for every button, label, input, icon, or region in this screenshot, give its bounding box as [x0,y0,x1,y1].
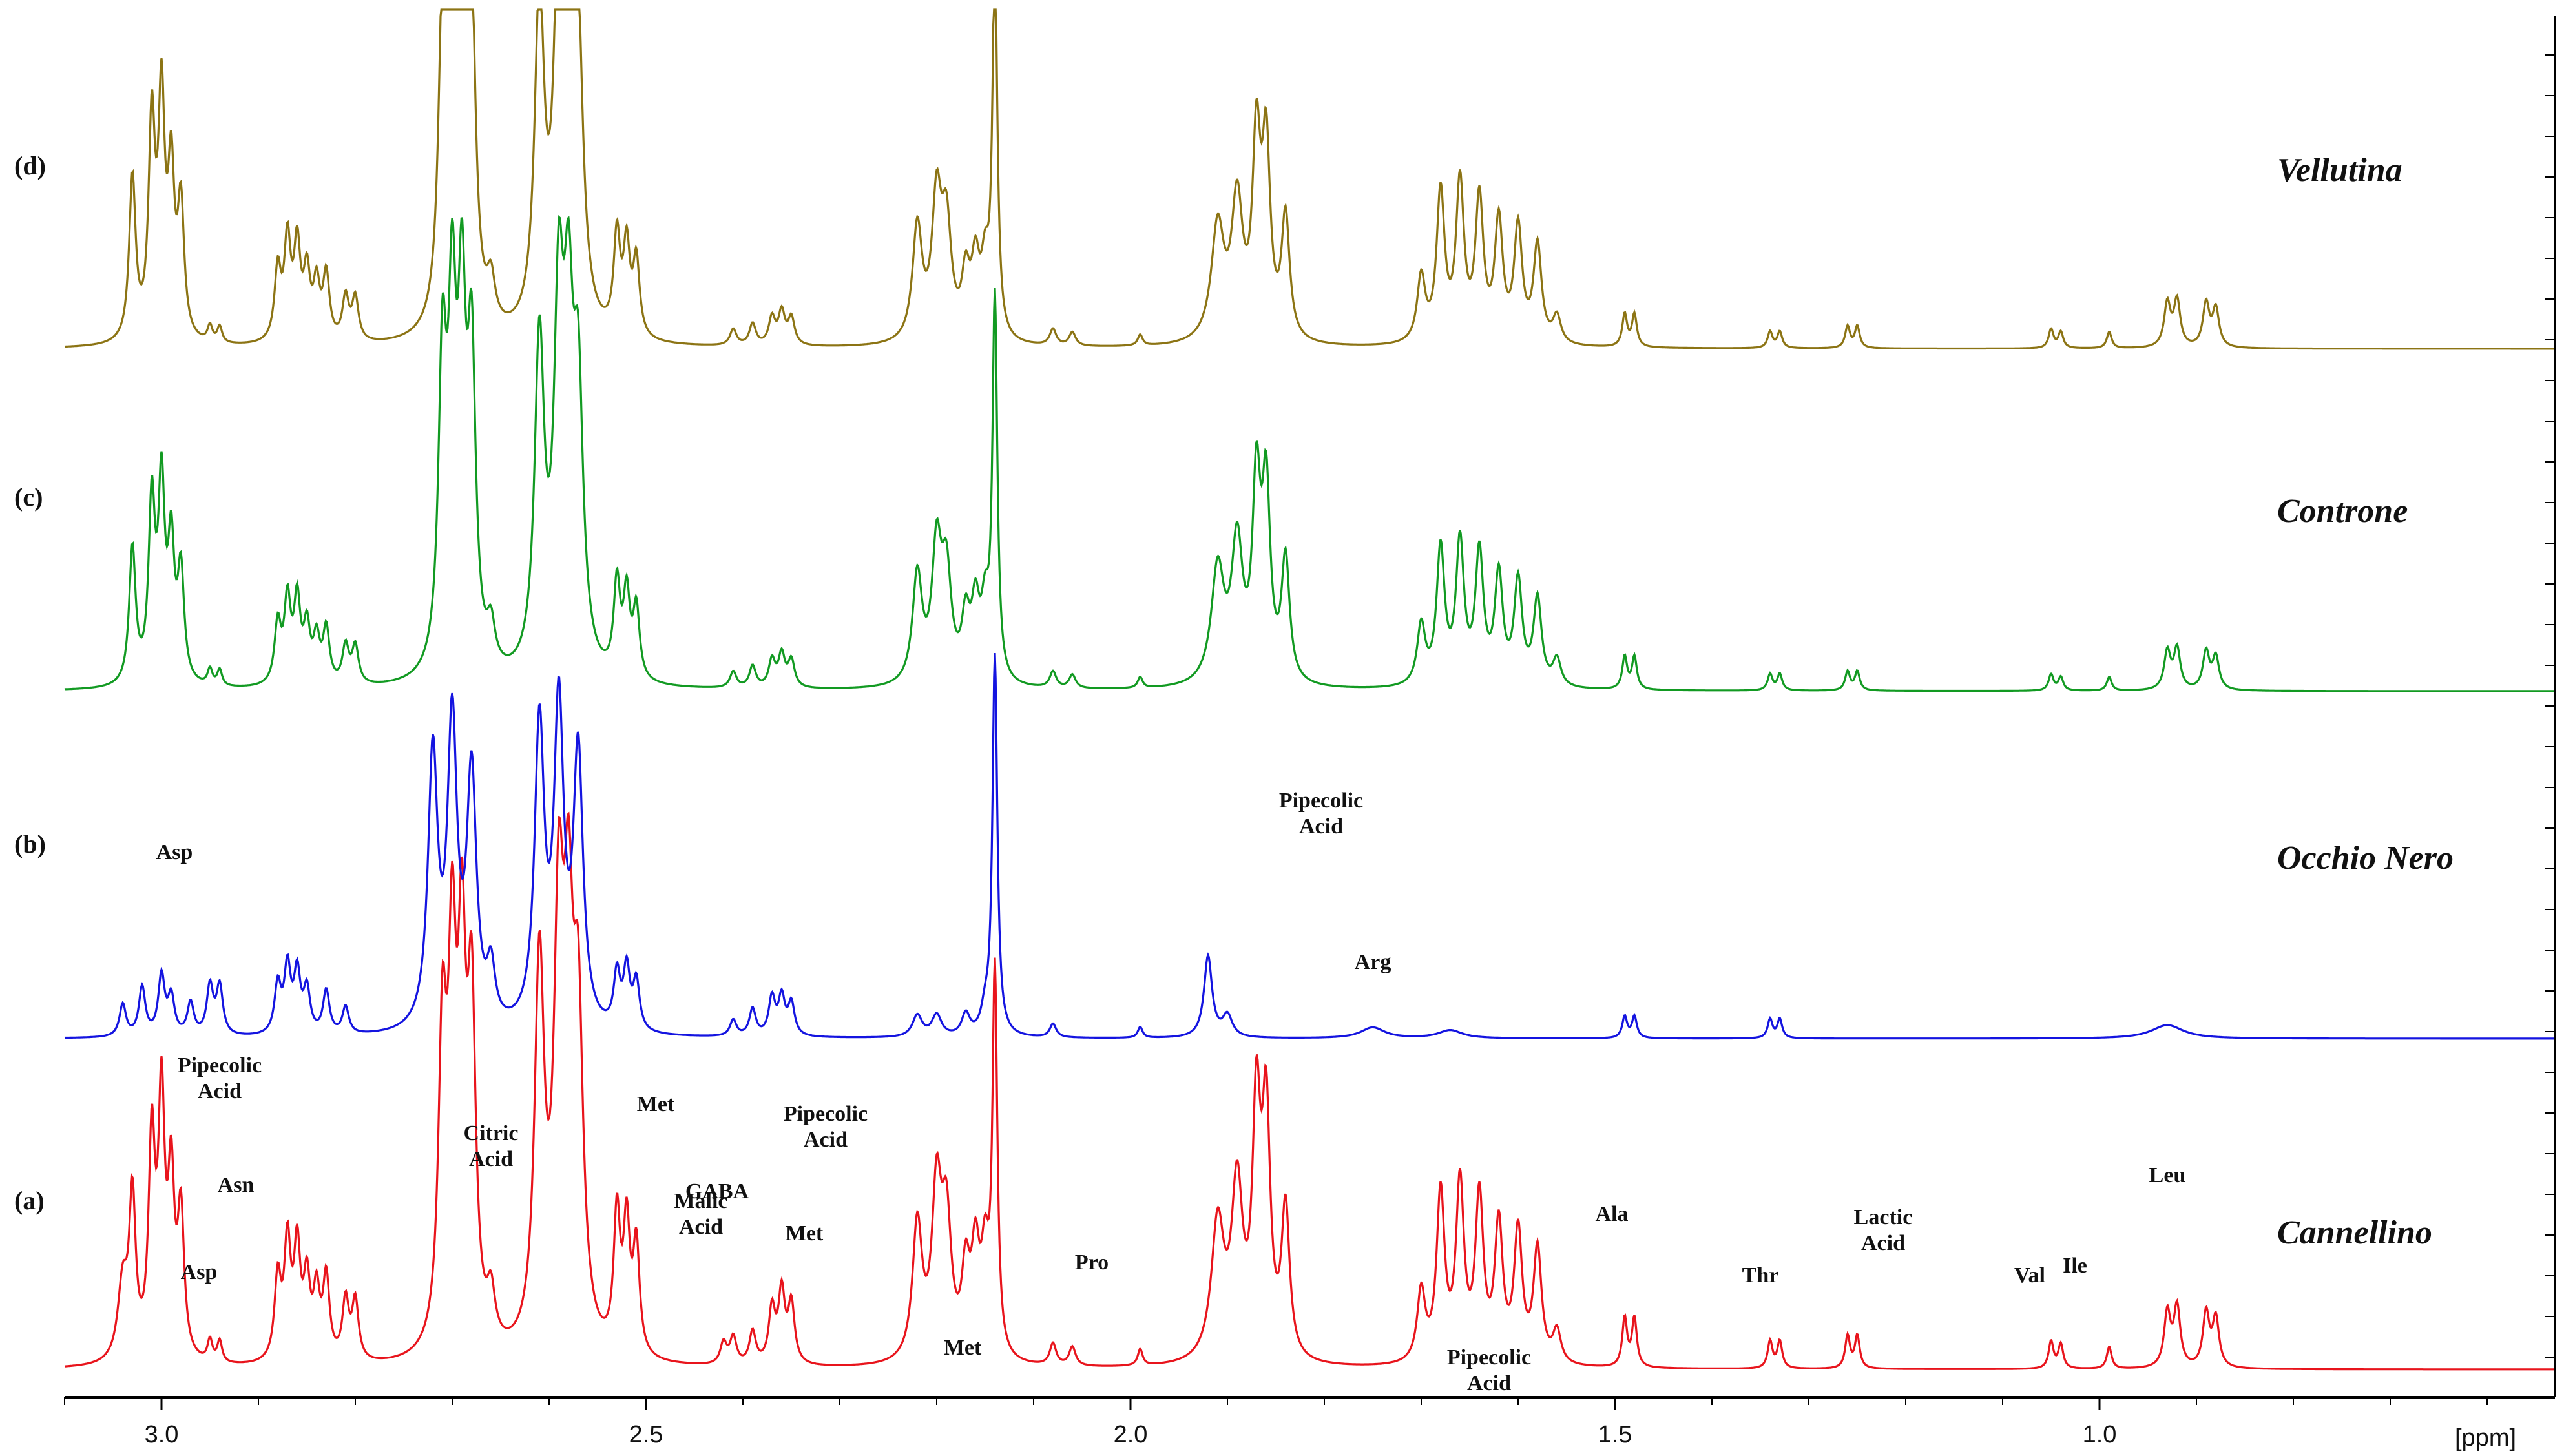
panel-label: (d) [14,151,46,180]
peak-annotation: Pro [1075,1251,1109,1274]
spectrum-line-occhio-nero [64,653,2555,1040]
peak-annotation: GABA [685,1180,749,1203]
peak-annotation: Pipecolic Acid [1279,789,1363,838]
x-axis: [ppm] 3.0 2.5 2.0 1.5 1.0 [64,16,2556,1451]
peak-annotation: Pipecolic Acid [1447,1346,1531,1395]
x-tick-label: 2.0 [1114,1421,1148,1448]
spectrum-line-controne [64,214,2555,692]
x-axis-label: [ppm] [2455,1424,2516,1451]
panel-label: (c) [14,483,43,512]
peak-annotation: Met [637,1092,675,1116]
peak-annotation: Leu [2149,1163,2186,1187]
sample-name-label: Occhio Nero [2277,840,2454,877]
spectrum-line-vellutina [65,8,2555,350]
panel-label: (a) [14,1186,45,1215]
peak-annotation: Pipecolic Acid [178,1054,262,1103]
peak-annotation: Asn [218,1173,255,1197]
peak-annotation: Met [944,1336,982,1360]
peak-annotation: Thr [1742,1264,1779,1287]
spectrum-line-cannellino [65,811,2555,1371]
peak-annotation: Val [2014,1264,2045,1287]
peak-annotation: Ala [1596,1202,1629,1226]
x-tick-label: 1.0 [2083,1421,2117,1448]
peak-annotation: Pipecolic Acid [784,1102,868,1152]
peak-annotation: Met [786,1222,824,1245]
x-tick-label: 1.5 [1598,1421,1632,1448]
sample-name-label: Cannellino [2277,1214,2432,1251]
peak-annotation: Citric Acid [464,1121,519,1171]
panel-label: (b) [14,829,46,858]
x-tick-label: 2.5 [629,1421,663,1448]
x-tick-label: 3.0 [145,1421,179,1448]
peak-annotation: Ile [2063,1254,2087,1278]
sample-name-label: Vellutina [2277,152,2402,189]
sample-name-label: Controne [2277,493,2408,530]
label-layer: (a) Cannellino (b) Occhio Nero (c) Controne (d… [14,151,2454,1395]
peak-annotation: Asp [181,1260,218,1284]
peak-annotation: Lactic Acid [1854,1205,1913,1255]
peak-annotation: Asp [156,840,193,864]
peak-annotation: Arg [1355,950,1391,974]
spectra-layer [64,8,2555,1371]
peak-annotation: Malic Acid [674,1189,727,1239]
